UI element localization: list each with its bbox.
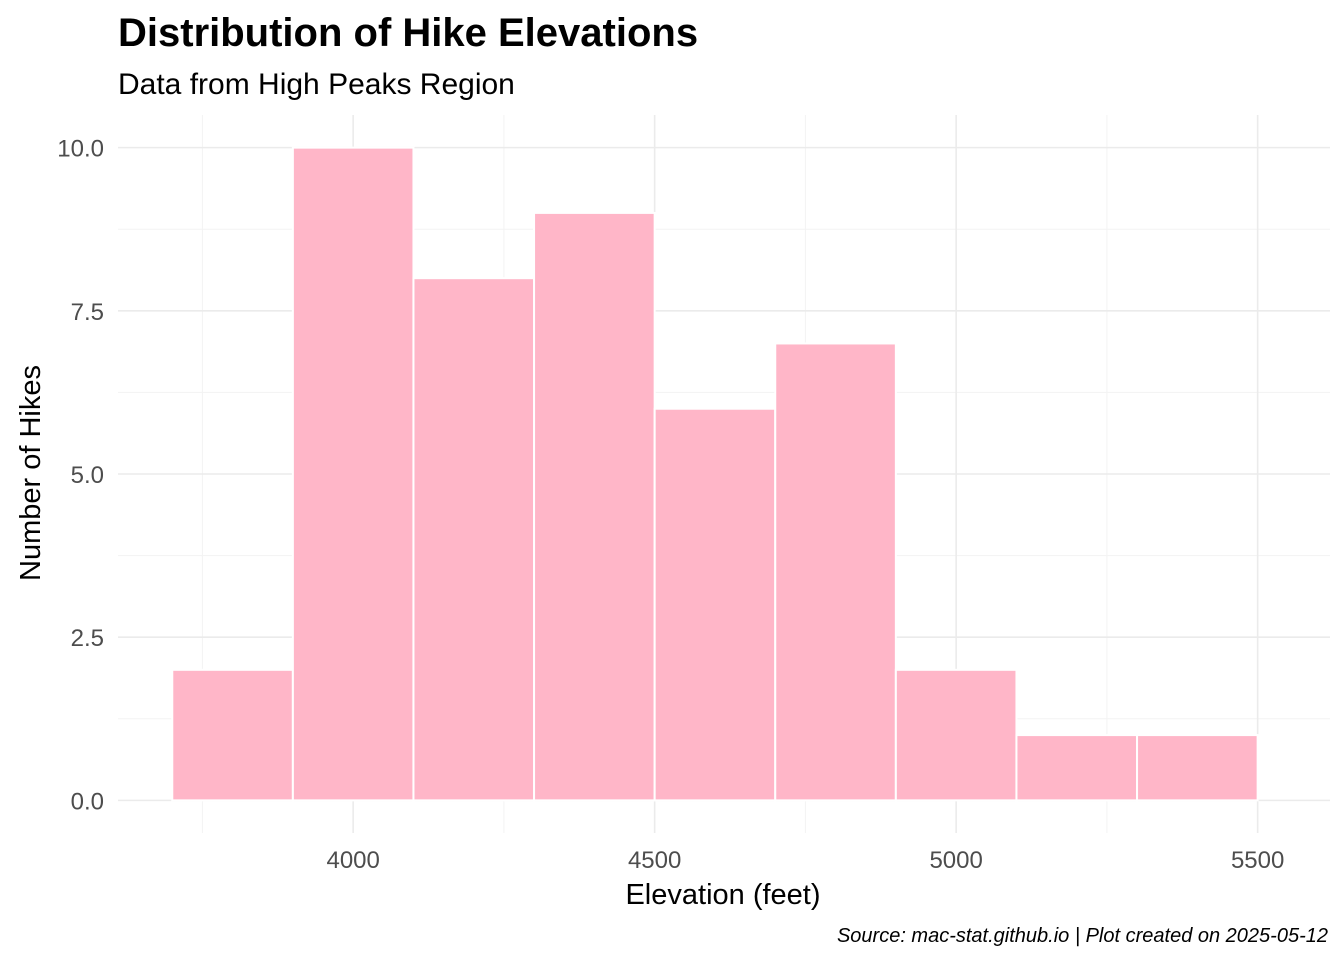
- chart-caption: Source: mac-stat.github.io | Plot create…: [837, 925, 1328, 947]
- chart-title: Distribution of Hike Elevations: [118, 11, 698, 55]
- axis-tick-labels: 4000 4500 5000 5500 0.0 2.5 5.0 7.5 10.0: [57, 136, 1284, 874]
- y-tick-label: 2.5: [71, 625, 104, 652]
- histogram-bar: [171, 668, 294, 802]
- histogram-bar: [291, 146, 415, 802]
- histogram-bar: [533, 211, 656, 802]
- histogram-bars: [171, 146, 1259, 802]
- y-tick-label: 7.5: [71, 299, 104, 326]
- x-tick-label: 4500: [628, 847, 681, 874]
- histogram-bar: [1015, 734, 1139, 802]
- x-tick-label: 4000: [326, 847, 379, 874]
- histogram-bar: [653, 407, 777, 802]
- y-axis-title: Number of Hikes: [15, 365, 47, 581]
- y-tick-label: 10.0: [57, 136, 104, 163]
- x-tick-label: 5000: [929, 847, 982, 874]
- histogram-bar: [1136, 734, 1259, 802]
- chart-subtitle: Data from High Peaks Region: [118, 68, 515, 101]
- x-axis-title: Elevation (feet): [625, 879, 820, 911]
- y-tick-label: 0.0: [71, 788, 104, 815]
- x-tick-label: 5500: [1231, 847, 1284, 874]
- histogram-bar: [894, 668, 1018, 802]
- histogram-bar: [774, 342, 897, 802]
- y-tick-label: 5.0: [71, 462, 104, 489]
- histogram-bar: [412, 277, 536, 802]
